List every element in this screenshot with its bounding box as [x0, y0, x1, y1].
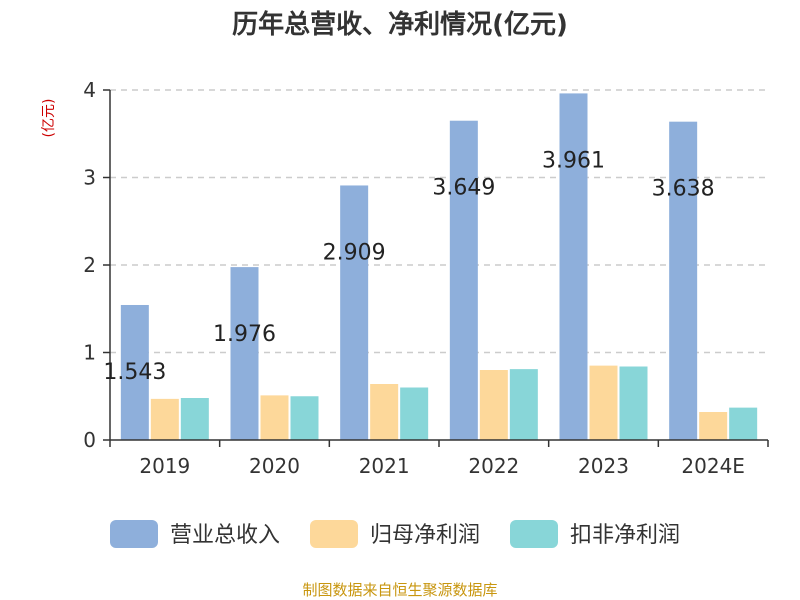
source-note: 制图数据来自恒生聚源数据库 [302, 581, 497, 599]
bar-net-profit [150, 398, 179, 440]
bar-net-profit [260, 395, 289, 440]
y-tick-label: 0 [83, 428, 96, 452]
bar-revenue [230, 267, 259, 440]
x-tick-label: 2024E [681, 454, 745, 478]
bar-net-profit [370, 384, 399, 440]
y-axis-unit-label: (亿元) [41, 99, 57, 138]
legend-item-deducted-profit: 扣非净利润 [510, 520, 680, 548]
bar-revenue [340, 185, 369, 440]
data-label-revenue: 1.543 [103, 360, 166, 385]
legend-swatch [310, 520, 358, 548]
axes: 0 1 2 3 4 2019 2020 2021 2022 2023 2024E [83, 78, 769, 478]
data-label-revenue: 2.909 [323, 240, 386, 265]
bar-net-profit [589, 365, 618, 440]
y-tick-label: 3 [83, 166, 96, 190]
x-tick-label: 2022 [468, 454, 519, 478]
data-label-revenue: 3.961 [542, 148, 605, 173]
legend: 营业总收入 归母净利润 扣非净利润 [110, 520, 680, 548]
data-labels: 1.543 1.976 2.909 3.649 3.961 3.638 [103, 148, 714, 385]
legend-label: 扣非净利润 [570, 523, 680, 548]
bar-revenue [449, 120, 478, 441]
bar-deducted-profit [290, 396, 319, 440]
legend-label: 归母净利润 [370, 523, 480, 548]
bar-deducted-profit [180, 398, 209, 440]
legend-swatch [110, 520, 158, 548]
bar-revenue [669, 121, 698, 441]
x-tick-label: 2021 [359, 454, 410, 478]
legend-swatch [510, 520, 558, 548]
x-tick-label: 2019 [139, 454, 190, 478]
bar-deducted-profit [729, 407, 758, 440]
bar-net-profit [479, 370, 508, 440]
bar-deducted-profit [509, 369, 538, 440]
y-tick-label: 2 [83, 253, 96, 277]
x-tick-label: 2020 [249, 454, 300, 478]
data-label-revenue: 3.649 [432, 176, 495, 201]
data-label-revenue: 3.638 [652, 177, 715, 202]
legend-item-revenue: 营业总收入 [110, 520, 280, 548]
legend-label: 营业总收入 [170, 523, 280, 548]
y-tick-label: 1 [83, 341, 96, 365]
bar-revenue [559, 93, 588, 440]
legend-item-net-profit: 归母净利润 [310, 520, 480, 548]
x-tick-label: 2023 [578, 454, 629, 478]
bar-net-profit [699, 412, 728, 440]
chart-title: 历年总营收、净利情况(亿元) [232, 9, 568, 40]
bar-deducted-profit [619, 366, 648, 440]
bar-deducted-profit [400, 387, 429, 440]
data-label-revenue: 1.976 [213, 322, 276, 347]
bars [120, 93, 758, 441]
y-tick-label: 4 [83, 78, 96, 102]
bar-revenue [120, 304, 149, 440]
